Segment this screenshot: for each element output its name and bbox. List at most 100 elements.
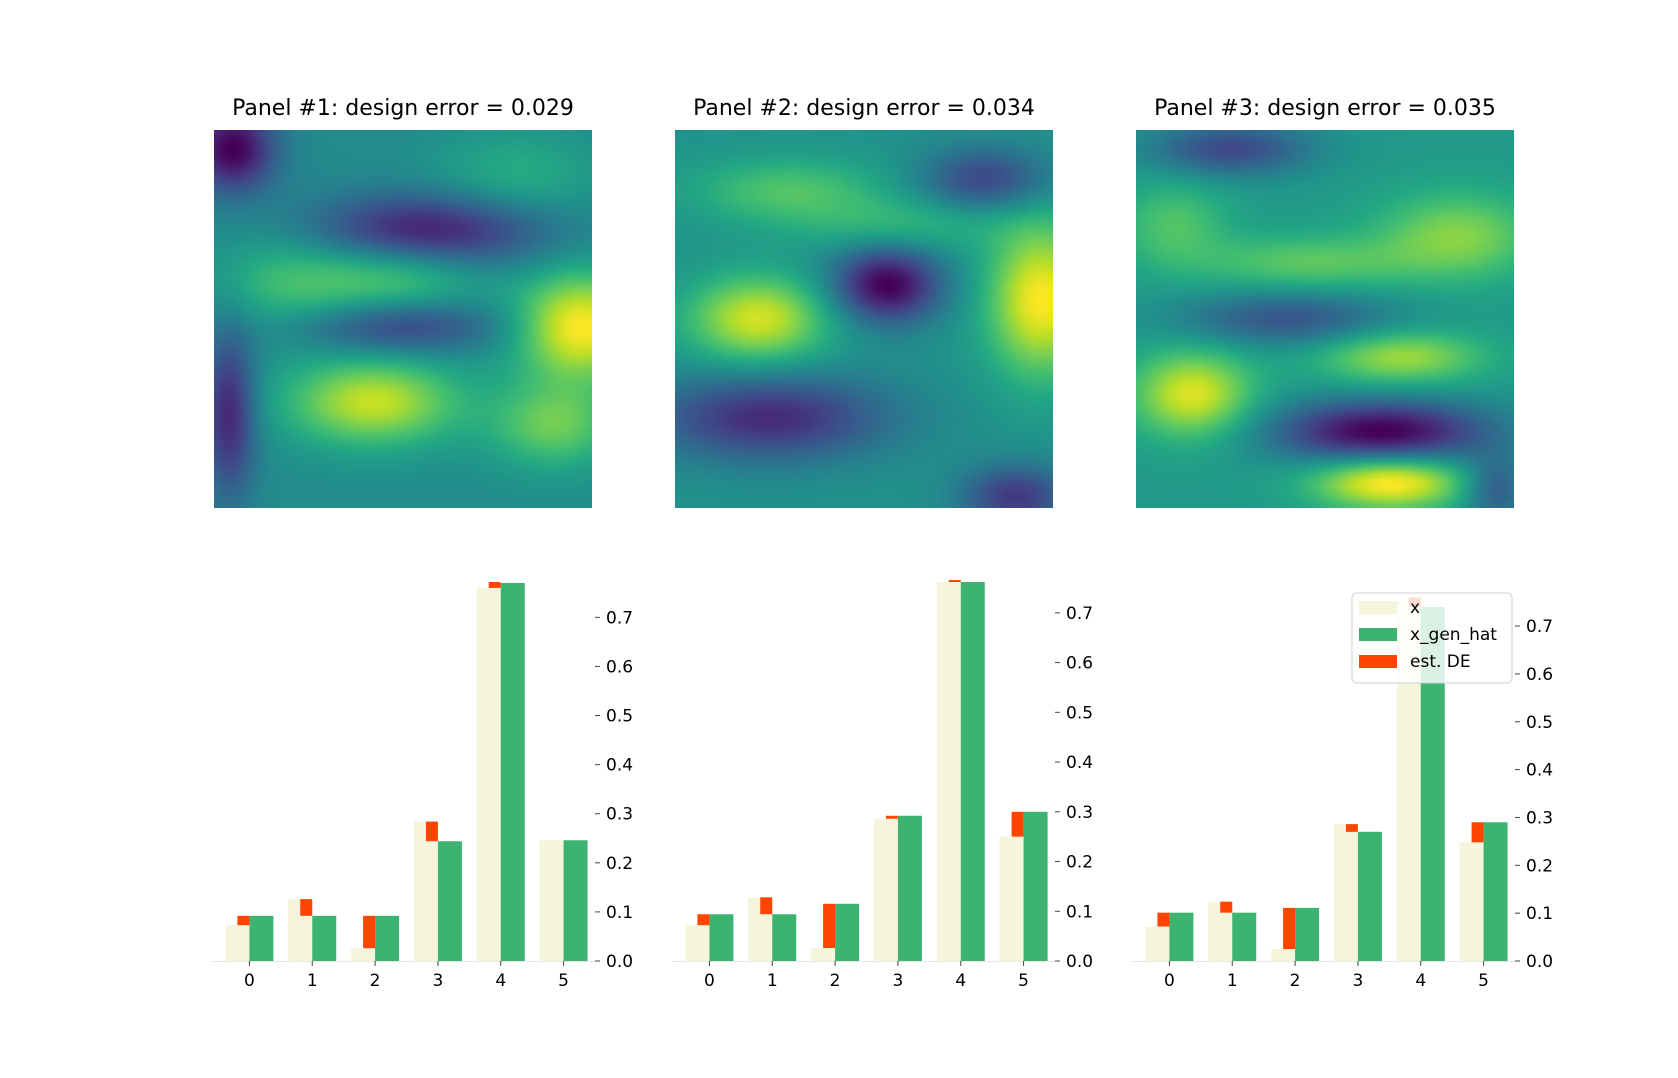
bar-x-gen-hat-5: [563, 840, 588, 961]
bar-x-gen-hat-4: [960, 582, 985, 961]
bar-est-de-1: [760, 897, 773, 915]
bar-x-gen-hat-2: [1295, 907, 1320, 961]
panel-1-title: Panel #1: design error = 0.029: [232, 96, 574, 121]
bar-x-5: [539, 840, 564, 961]
x-tick-label-3: 3: [893, 971, 904, 991]
bar-x-gen-hat-3: [1357, 831, 1382, 961]
y-tick-label-0.0: 0.0: [1066, 952, 1093, 972]
heatmap-canvas-2: [675, 130, 1053, 508]
y-tick-label-0.2: 0.2: [1066, 853, 1093, 873]
y-tick-label-0.4: 0.4: [1066, 753, 1093, 773]
heatmap-canvas-1: [214, 130, 592, 508]
y-tick-label-0.0: 0.0: [1526, 952, 1553, 972]
bar-est-de-0: [237, 915, 250, 926]
bar-x-gen-hat-5: [1483, 822, 1508, 961]
panel-2-title: Panel #2: design error = 0.034: [693, 96, 1035, 121]
bar-x-gen-hat-1: [1232, 912, 1257, 961]
y-tick-label-0.2: 0.2: [606, 854, 633, 874]
heatmap-panel-2: [675, 130, 1053, 508]
legend-swatch-2: [1359, 628, 1397, 641]
y-tick-label-0.7: 0.7: [606, 608, 633, 628]
legend-swatch-3: [1359, 655, 1397, 668]
y-tick-label-0.4: 0.4: [606, 756, 633, 776]
legend-label-1: x: [1410, 598, 1420, 618]
x-tick-label-3: 3: [1353, 971, 1364, 991]
bar-est-de-2: [363, 915, 376, 949]
heatmap-panel-1: [214, 130, 592, 508]
bar-x-0: [1145, 926, 1170, 961]
bar-est-de-4: [948, 580, 961, 583]
bar-est-de-2: [1283, 907, 1296, 950]
y-tick-label-0.3: 0.3: [606, 805, 633, 825]
x-tick-label-4: 4: [1415, 971, 1426, 991]
bar-x-gen-hat-5: [1023, 811, 1048, 961]
bar-est-de-0: [1157, 912, 1170, 927]
bar-x-4: [476, 587, 501, 961]
bar-x-gen-hat-1: [772, 914, 797, 961]
bar-est-de-3: [885, 815, 898, 819]
bar-x-gen-hat-0: [709, 914, 734, 961]
y-tick-label-0.5: 0.5: [1526, 713, 1553, 733]
x-tick-label-2: 2: [370, 971, 381, 991]
bar-est-de-1: [300, 899, 313, 916]
legend-label-3: est. DE: [1410, 652, 1471, 672]
bar-x-gen-hat-0: [249, 915, 274, 961]
y-tick-label-0.1: 0.1: [1526, 904, 1553, 924]
x-tick-label-5: 5: [558, 971, 569, 991]
bar-x-5: [1459, 842, 1484, 961]
y-tick-label-0.0: 0.0: [606, 952, 633, 972]
y-tick-label-0.6: 0.6: [1526, 665, 1553, 685]
x-tick-label-0: 0: [704, 971, 715, 991]
y-tick-label-0.1: 0.1: [606, 903, 633, 923]
x-tick-label-1: 1: [1227, 971, 1238, 991]
y-tick-label-0.3: 0.3: [1066, 803, 1093, 823]
y-tick-label-0.1: 0.1: [1066, 902, 1093, 922]
x-tick-label-4: 4: [495, 971, 506, 991]
bar-est-de-5: [1471, 822, 1484, 843]
bar-x-gen-hat-3: [897, 815, 922, 961]
y-tick-label-0.4: 0.4: [1526, 761, 1553, 781]
legend-swatch-1: [1359, 601, 1397, 614]
y-tick-label-0.5: 0.5: [1066, 703, 1093, 723]
x-tick-label-5: 5: [1018, 971, 1029, 991]
bar-x-3: [873, 818, 898, 961]
bar-x-gen-hat-4: [500, 583, 525, 961]
x-tick-label-4: 4: [955, 971, 966, 991]
bar-x-3: [1333, 824, 1358, 961]
bar-est-de-2: [823, 903, 836, 949]
x-tick-label-2: 2: [830, 971, 841, 991]
x-tick-label-1: 1: [307, 971, 318, 991]
y-tick-label-0.6: 0.6: [1066, 654, 1093, 674]
heatmap-canvas-3: [1136, 130, 1514, 508]
bar-x-gen-hat-0: [1169, 912, 1194, 961]
y-tick-label-0.3: 0.3: [1526, 808, 1553, 828]
y-tick-label-0.7: 0.7: [1066, 604, 1093, 624]
bar-x-0: [225, 925, 250, 961]
bar-est-de-4: [488, 582, 501, 588]
bar-x-2: [351, 948, 376, 961]
bar-est-de-3: [425, 821, 438, 842]
y-tick-label-0.7: 0.7: [1526, 617, 1553, 637]
bar-x-4: [936, 582, 961, 961]
x-tick-label-0: 0: [1164, 971, 1175, 991]
y-tick-label-0.2: 0.2: [1526, 856, 1553, 876]
bar-est-de-1: [1220, 901, 1233, 913]
x-tick-label-1: 1: [767, 971, 778, 991]
bar-est-de-0: [697, 914, 710, 926]
heatmap-panel-3: [1136, 130, 1514, 508]
y-tick-label-0.5: 0.5: [606, 707, 633, 727]
x-tick-label-0: 0: [244, 971, 255, 991]
bar-est-de-5: [1011, 811, 1024, 837]
bar-x-gen-hat-1: [312, 915, 337, 961]
bar-x-2: [811, 948, 836, 961]
x-tick-label-5: 5: [1478, 971, 1489, 991]
bar-x-3: [413, 821, 438, 961]
bar-x-2: [1271, 949, 1296, 961]
bar-x-gen-hat-2: [375, 915, 400, 961]
panel-3-title: Panel #3: design error = 0.035: [1154, 96, 1496, 121]
legend-label-2: x_gen_hat: [1410, 625, 1497, 645]
bar-x-5: [999, 836, 1024, 961]
x-tick-label-3: 3: [433, 971, 444, 991]
